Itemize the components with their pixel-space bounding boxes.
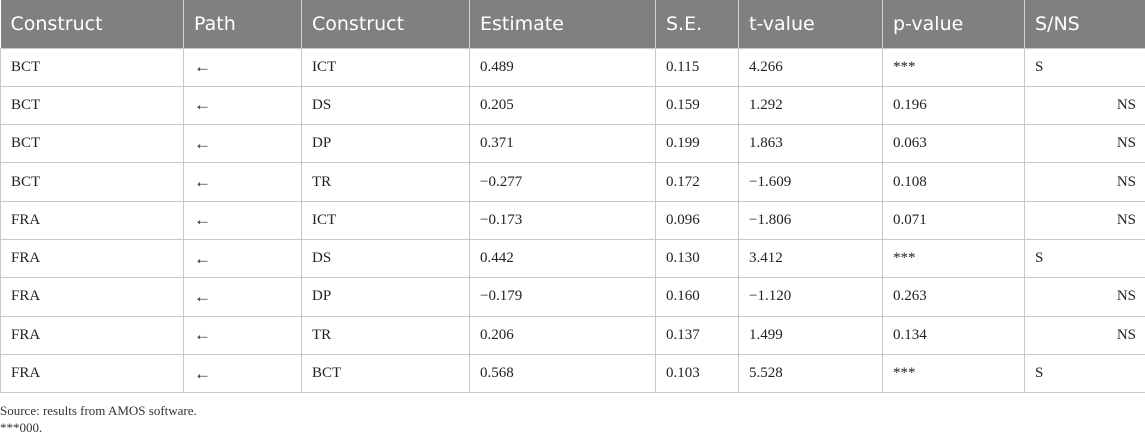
cell-se: 0.159 <box>655 85 739 126</box>
source-note: Source: results from AMOS software. <box>0 403 197 418</box>
cell-construct-target: ICT <box>301 47 470 87</box>
cell-p-value: 0.196 <box>882 85 1025 126</box>
cell-construct-target: DS <box>301 238 470 279</box>
cell-significance: S <box>1024 47 1145 87</box>
table-body: BCT ← ICT 0.489 0.115 4.266 *** S BCT ← DS 0.205 0.1… <box>0 47 1145 394</box>
cell-construct: BCT <box>0 124 184 164</box>
cell-construct-target: TR <box>301 315 470 355</box>
header-significance: S/NS <box>1024 0 1145 48</box>
cell-t-value: 4.266 <box>738 47 883 87</box>
cell-path-arrow: ← <box>183 124 302 164</box>
header-construct-target: Construct <box>301 0 470 48</box>
cell-path-arrow: ← <box>183 200 302 240</box>
cell-significance: NS <box>1024 315 1145 355</box>
cell-significance: NS <box>1024 277 1145 317</box>
table-row: BCT ← DP 0.371 0.199 1.863 0.063 NS <box>0 124 1145 164</box>
cell-t-value: −1.120 <box>738 277 883 317</box>
cell-estimate: 0.442 <box>469 238 656 279</box>
cell-construct: FRA <box>0 353 184 394</box>
table-row: FRA ← DP −0.179 0.160 −1.120 0.263 NS <box>0 277 1145 317</box>
cell-p-value: 0.263 <box>882 277 1025 317</box>
cell-significance: NS <box>1024 200 1145 240</box>
cell-se: 0.130 <box>655 238 739 279</box>
cell-p-value: 0.071 <box>882 200 1025 240</box>
cell-path-arrow: ← <box>183 353 302 394</box>
cell-construct: FRA <box>0 277 184 317</box>
header-construct: Construct <box>0 0 184 48</box>
cell-t-value: −1.806 <box>738 200 883 240</box>
cell-se: 0.199 <box>655 124 739 164</box>
cell-estimate: 0.206 <box>469 315 656 355</box>
table-notes: Source: results from AMOS software. ***0… <box>0 402 197 436</box>
cell-construct: FRA <box>0 238 184 279</box>
cell-t-value: 5.528 <box>738 353 883 394</box>
table-row: BCT ← ICT 0.489 0.115 4.266 *** S <box>0 47 1145 87</box>
cell-t-value: 1.863 <box>738 124 883 164</box>
header-p-value: p-value <box>882 0 1025 48</box>
cell-t-value: 3.412 <box>738 238 883 279</box>
cell-p-value: 0.134 <box>882 315 1025 355</box>
header-row: Construct Path Construct Estimate S.E. t… <box>0 0 1145 48</box>
header-path: Path <box>183 0 302 48</box>
cell-se: 0.172 <box>655 162 739 202</box>
results-table: Construct Path Construct Estimate S.E. t… <box>0 0 1145 394</box>
cell-significance: NS <box>1024 162 1145 202</box>
cell-p-value: *** <box>882 353 1025 394</box>
cell-path-arrow: ← <box>183 162 302 202</box>
header-se: S.E. <box>655 0 739 48</box>
cell-construct-target: DP <box>301 277 470 317</box>
table-row: FRA ← BCT 0.568 0.103 5.528 *** S <box>0 353 1145 394</box>
table-header: Construct Path Construct Estimate S.E. t… <box>0 0 1145 48</box>
cell-estimate: −0.173 <box>469 200 656 240</box>
cell-significance: S <box>1024 238 1145 279</box>
cell-construct-target: TR <box>301 162 470 202</box>
cell-construct: BCT <box>0 85 184 126</box>
cell-estimate: −0.179 <box>469 277 656 317</box>
cell-construct-target: DP <box>301 124 470 164</box>
cell-p-value: *** <box>882 238 1025 279</box>
cell-estimate: −0.277 <box>469 162 656 202</box>
cell-se: 0.115 <box>655 47 739 87</box>
cell-estimate: 0.568 <box>469 353 656 394</box>
cell-construct-target: DS <box>301 85 470 126</box>
cell-construct: BCT <box>0 162 184 202</box>
cell-construct: BCT <box>0 47 184 87</box>
cell-path-arrow: ← <box>183 47 302 87</box>
table-row: FRA ← TR 0.206 0.137 1.499 0.134 NS <box>0 315 1145 355</box>
cell-construct: FRA <box>0 200 184 240</box>
cell-se: 0.137 <box>655 315 739 355</box>
cell-construct-target: BCT <box>301 353 470 394</box>
cell-estimate: 0.489 <box>469 47 656 87</box>
cell-significance: NS <box>1024 124 1145 164</box>
cell-se: 0.160 <box>655 277 739 317</box>
cell-significance: S <box>1024 353 1145 394</box>
cell-path-arrow: ← <box>183 277 302 317</box>
cell-estimate: 0.371 <box>469 124 656 164</box>
header-estimate: Estimate <box>469 0 656 48</box>
cell-path-arrow: ← <box>183 238 302 279</box>
cell-t-value: −1.609 <box>738 162 883 202</box>
table-row: BCT ← TR −0.277 0.172 −1.609 0.108 NS <box>0 162 1145 202</box>
cell-construct-target: ICT <box>301 200 470 240</box>
table-row: BCT ← DS 0.205 0.159 1.292 0.196 NS <box>0 85 1145 126</box>
cell-construct: FRA <box>0 315 184 355</box>
cell-t-value: 1.292 <box>738 85 883 126</box>
footnote: ***000. <box>0 420 43 435</box>
cell-se: 0.103 <box>655 353 739 394</box>
header-t-value: t-value <box>738 0 883 48</box>
cell-significance: NS <box>1024 85 1145 126</box>
cell-path-arrow: ← <box>183 85 302 126</box>
cell-p-value: 0.108 <box>882 162 1025 202</box>
cell-se: 0.096 <box>655 200 739 240</box>
cell-estimate: 0.205 <box>469 85 656 126</box>
cell-t-value: 1.499 <box>738 315 883 355</box>
cell-path-arrow: ← <box>183 315 302 355</box>
cell-p-value: *** <box>882 47 1025 87</box>
table-row: FRA ← ICT −0.173 0.096 −1.806 0.071 NS <box>0 200 1145 240</box>
table-row: FRA ← DS 0.442 0.130 3.412 *** S <box>0 238 1145 279</box>
cell-p-value: 0.063 <box>882 124 1025 164</box>
